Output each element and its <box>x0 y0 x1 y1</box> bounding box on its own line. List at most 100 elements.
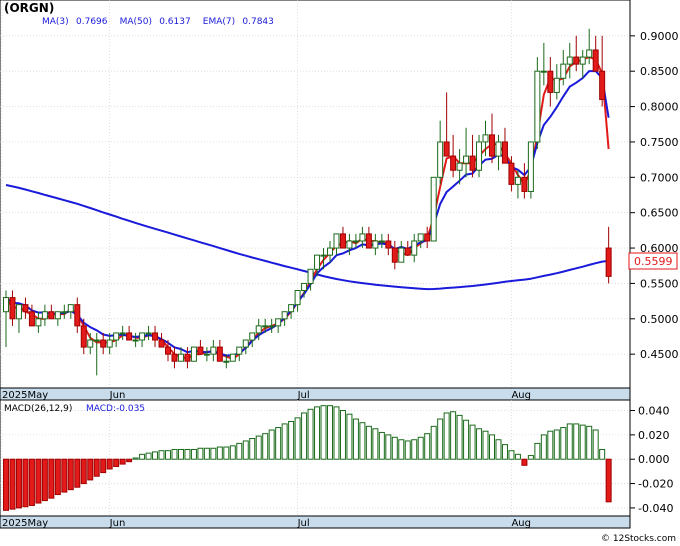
price-tick-label: 0.9000 <box>640 30 679 43</box>
macd-bar <box>579 424 586 460</box>
macd-bar <box>184 448 191 460</box>
macd-bar <box>139 453 146 460</box>
candle-body <box>391 247 398 263</box>
candle-body <box>469 155 476 171</box>
candle-body <box>411 240 418 256</box>
candle-body <box>592 49 599 72</box>
candle-body <box>22 304 29 313</box>
macd-bar <box>489 434 495 460</box>
macd-bar <box>281 423 288 460</box>
candle-body <box>158 339 165 348</box>
macd-bar <box>527 455 534 460</box>
macd-bar <box>145 452 152 460</box>
macd-bar <box>242 440 249 460</box>
ma3-line <box>5 56 610 360</box>
macd-bar <box>288 420 295 460</box>
candle-body <box>430 176 437 242</box>
candle-body <box>314 254 321 270</box>
macd-tick-label: 0.020 <box>638 429 670 442</box>
candle-body <box>599 70 606 101</box>
macd-bar <box>339 410 346 460</box>
macd-bar <box>346 413 353 460</box>
candle-body <box>573 56 580 65</box>
candle-body <box>443 141 450 157</box>
candle-body <box>74 304 81 327</box>
macd-bar <box>119 458 126 465</box>
macd-title: MACD(26,12,9) <box>4 404 72 414</box>
candle-body <box>372 240 379 249</box>
candle-body <box>216 346 223 362</box>
price-x-label: 2025May <box>2 390 48 401</box>
candle-body <box>268 325 275 328</box>
macd-bar <box>573 423 580 460</box>
candle-body <box>521 176 528 192</box>
macd-bar <box>320 405 327 460</box>
candle-body <box>553 77 560 93</box>
macd-bar <box>158 450 165 460</box>
candle-body <box>93 339 100 342</box>
candle-body <box>203 353 210 356</box>
macd-bar <box>398 439 405 460</box>
candle-body <box>184 353 191 362</box>
macd-bar <box>352 418 359 460</box>
price-grid <box>0 0 630 388</box>
candle-body <box>190 346 197 362</box>
indicator-legend: MA(3) 0.7696 MA(50) 0.6137 EMA(7) 0.7843 <box>42 17 274 27</box>
price-tick-label: 0.6000 <box>640 242 679 255</box>
macd-bar <box>203 447 210 460</box>
candle-body <box>229 353 236 362</box>
macd-bar <box>74 458 81 488</box>
macd-bar <box>437 418 444 460</box>
macd-bar <box>80 458 87 485</box>
candle-body <box>119 332 126 335</box>
price-x-label: Aug <box>511 390 531 401</box>
candle-body <box>385 240 392 249</box>
macd-tick-label: 0.040 <box>638 405 670 418</box>
candle-body <box>482 134 489 143</box>
macd-bar <box>540 434 547 460</box>
ema7-line <box>5 70 610 357</box>
candle-body <box>262 325 269 328</box>
macd-bar <box>15 458 22 509</box>
macd-bar <box>327 405 333 460</box>
macd-bar <box>165 450 171 460</box>
macd-bar <box>41 458 48 502</box>
macd-bar <box>605 458 612 503</box>
candle-body <box>177 353 184 362</box>
macd-bar <box>106 458 113 470</box>
price-x-label: Jun <box>109 390 126 401</box>
macd-x-label: Jul <box>297 518 310 529</box>
candle-body <box>223 360 230 363</box>
macd-bar <box>87 458 94 481</box>
candle-body <box>463 155 470 164</box>
candle-body <box>126 332 133 341</box>
macd-x-label: Aug <box>511 518 531 529</box>
macd-bar <box>35 458 42 504</box>
price-tick-label: 0.8000 <box>640 101 679 114</box>
macd-bar <box>93 458 100 477</box>
macd-bar <box>365 425 372 460</box>
candle-body <box>152 332 159 341</box>
candle-body <box>3 297 9 313</box>
price-tick-label: 0.4500 <box>640 348 679 361</box>
candle-body <box>35 318 42 327</box>
indicator-name: MA(3) <box>42 17 69 27</box>
candle-body <box>534 70 541 143</box>
candle-body <box>540 70 547 73</box>
macd-bar <box>430 425 437 460</box>
candle-body <box>417 233 424 242</box>
candle-body <box>586 49 593 58</box>
indicator-value: 0.7843 <box>242 17 274 27</box>
last-price-tag <box>628 252 678 270</box>
candle-body <box>80 325 87 348</box>
macd-bar <box>9 458 16 510</box>
candle-body <box>333 233 340 249</box>
macd-bar <box>28 458 35 506</box>
macd-date-band <box>0 515 631 529</box>
macd-bar <box>560 427 567 460</box>
candle-body <box>281 311 288 320</box>
macd-bar <box>501 444 508 460</box>
candle-body <box>307 268 314 284</box>
macd-bar <box>301 412 308 460</box>
macd-bar <box>514 453 521 460</box>
